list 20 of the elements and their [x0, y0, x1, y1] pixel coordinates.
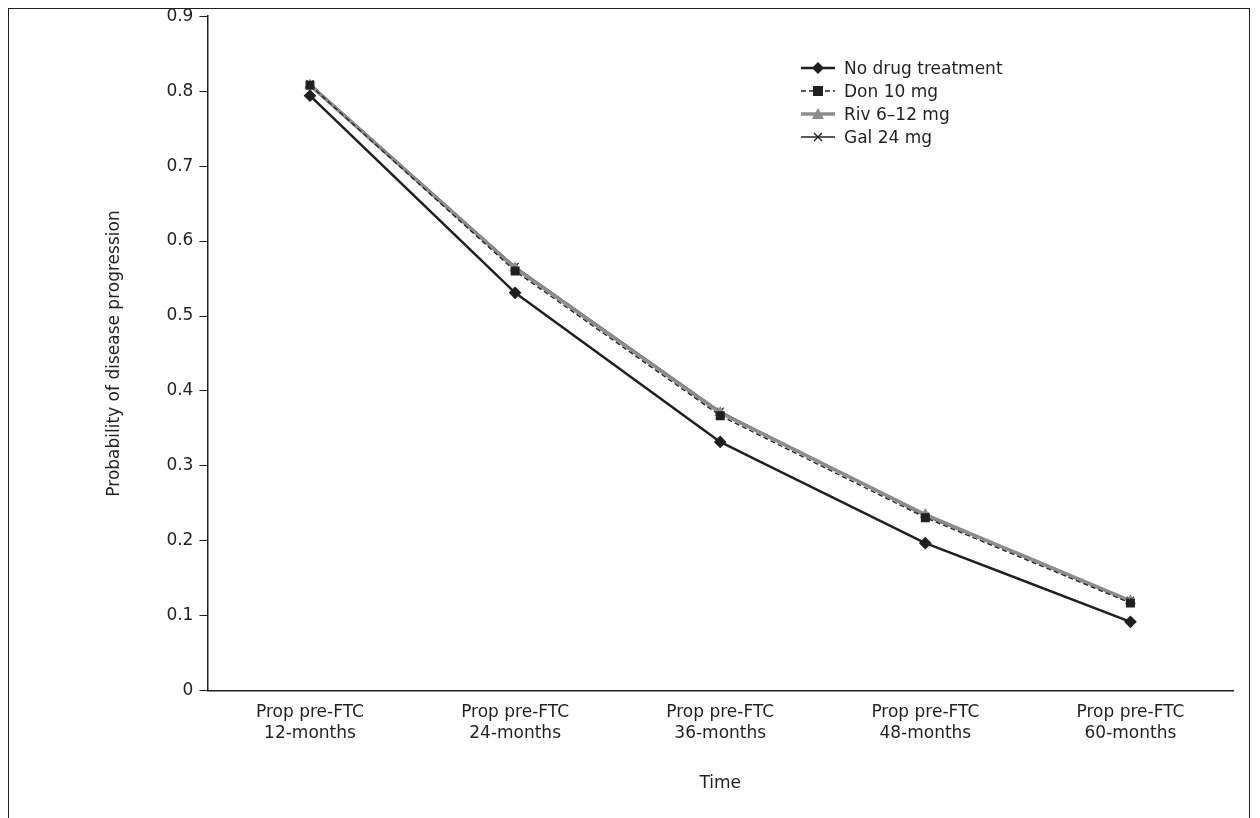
x-tick-label: Prop pre-FTC 36-months: [666, 701, 775, 742]
legend-label: Riv 6–12 mg: [844, 103, 950, 124]
legend-label: Gal 24 mg: [844, 126, 933, 147]
y-tick-label: 0.2: [166, 529, 194, 550]
y-tick-label: 0: [182, 679, 194, 700]
y-tick-label: 0.8: [166, 79, 194, 100]
y-tick-label: 0.6: [166, 229, 194, 250]
y-axis-title: Probability of disease progression: [102, 210, 123, 497]
y-tick-label: 0.4: [166, 379, 194, 400]
x-tick-label: Prop pre-FTC 60-months: [1076, 701, 1185, 742]
legend-label: Don 10 mg: [844, 80, 939, 101]
x-tick-label: Prop pre-FTC 48-months: [871, 701, 980, 742]
x-tick-label: Prop pre-FTC 24-months: [461, 701, 570, 742]
y-tick-label: 0.3: [166, 454, 194, 475]
y-tick-label: 0.7: [166, 154, 194, 175]
y-tick-label: 0.1: [166, 604, 194, 625]
x-tick-label: Prop pre-FTC 12-months: [256, 701, 364, 742]
y-tick-label: 0.5: [166, 304, 194, 325]
x-axis-title: Time: [698, 772, 742, 793]
legend-label: No drug treatment: [844, 57, 1003, 78]
